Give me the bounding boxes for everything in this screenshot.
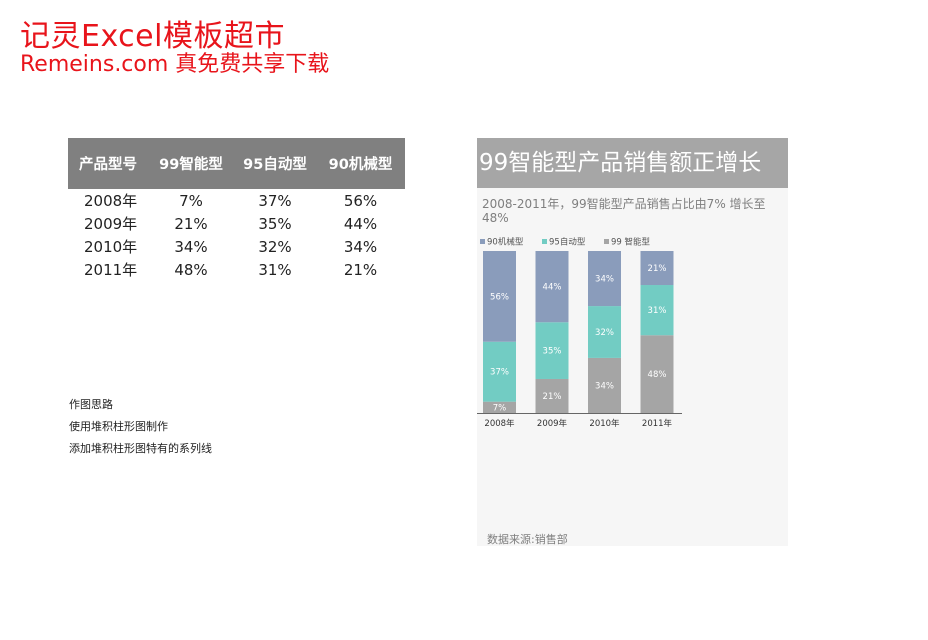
table-cell: 44% [343,214,378,233]
bar-segment [640,251,674,286]
data-label: 32% [595,328,614,338]
x-tick-label: 2009年 [537,418,568,429]
table-cell: 34% [343,237,378,256]
chart-subtitle: 2008-2011年，99智能型产品销售占比由7% 增长至48% [482,197,766,225]
bar-segment [640,335,674,413]
stacked-bar-chart: 90机械型 95自动型 99 智能型 7% 37% 56% 2008年 21% 35% 44% 20… [477,237,682,429]
table-cell: 56% [343,191,378,210]
bar-segment [640,285,674,336]
legend-label: 95自动型 [549,237,586,248]
legend-swatch [604,239,609,244]
notes: 作图思路 使用堆积柱形图制作 添加堆积柱形图特有的系列线 [69,397,212,463]
brand-logo: 记灵Excel模板超市 Remeins.com 真免费共享下载 [20,20,329,78]
data-label: 7% [493,403,507,413]
legend-label: 99 智能型 [611,237,651,248]
data-label: 34% [595,381,614,391]
data-table: 产品型号 99智能型 95自动型 90机械型 2008年 7% 37% 56% … [68,138,405,281]
table-header-cell: 99智能型 [148,138,234,189]
table-header-cell: 产品型号 [68,138,148,189]
note-line: 作图思路 [69,398,113,411]
table-cell: 21% [343,260,378,279]
table-row: 2011年 48% 31% 21% [68,258,405,281]
bar-segment [535,251,569,323]
brand-title: 记灵Excel模板超市 [20,19,285,54]
brand-url: Remeins.com 真免费共享下载 [20,52,330,77]
table-cell: 2009年 [84,215,138,233]
bar-segment [588,357,621,413]
table-cell: 2008年 [84,192,138,210]
x-tick-label: 2010年 [589,418,620,429]
table-row: 2009年 21% 35% 44% [68,212,405,235]
data-label: 48% [648,370,667,380]
chart-title: 99智能型产品销售额正增长 [477,138,788,188]
bar-segment [483,251,516,342]
bar-segment [588,306,621,358]
bar-segment [483,341,516,402]
data-source: 数据来源:销售部 [487,533,568,546]
x-tick-label: 2011年 [642,418,673,429]
data-label: 31% [648,306,667,316]
bar-segment [483,401,516,413]
bar-segment [588,251,621,307]
table-cell: 2011年 [84,261,138,279]
legend-label: 90机械型 [487,237,524,248]
table-cell: 2010年 [84,238,138,256]
data-label: 56% [490,292,509,302]
table-cell: 31% [258,260,292,279]
table-cell: 35% [258,214,292,233]
data-label: 37% [490,368,509,378]
note-line: 添加堆积柱形图特有的系列线 [69,442,212,455]
data-label: 44% [543,283,562,293]
data-label: 35% [543,347,562,357]
chart-panel: 99智能型产品销售额正增长 2008-2011年，99智能型产品销售占比由7% … [477,138,788,546]
table-cell: 7% [179,191,203,210]
table-cell: 37% [258,191,292,210]
table-cell: 21% [174,214,208,233]
bar-segment [535,322,569,379]
note-line: 使用堆积柱形图制作 [69,420,168,433]
legend-swatch [542,239,547,244]
table-cell: 48% [174,260,208,279]
table-cell: 34% [174,237,208,256]
table-header-row: 产品型号 99智能型 95自动型 90机械型 [68,138,405,189]
data-label: 21% [543,392,562,402]
table-row: 2010年 34% 32% 34% [68,235,405,258]
data-label: 34% [595,275,614,285]
table-header-cell: 95自动型 [234,138,316,189]
table-cell: 32% [258,237,292,256]
table-row: 2008年 7% 37% 56% [68,189,405,212]
legend-swatch [480,239,485,244]
x-tick-label: 2008年 [484,418,515,429]
table-header-cell: 90机械型 [316,138,405,189]
bar-segment [535,378,569,413]
data-label: 21% [648,264,667,274]
